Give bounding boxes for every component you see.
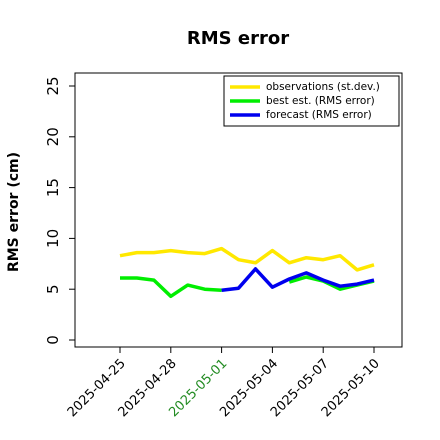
series-lines [119,246,375,299]
legend-label: observations (st.dev.) [266,81,380,93]
y-tick-label: 0 [44,335,62,345]
series-line-0 [119,246,375,272]
legend-label: best est. (RMS error) [266,95,375,107]
y-axis-label: RMS error (cm) [6,152,22,272]
chart-title: RMS error [187,28,289,49]
plot-frame [74,72,403,348]
y-axis-ticks: 0 5 10 15 20 25 [44,76,75,345]
y-tick-label: 25 [44,76,62,95]
legend-label: forecast (RMS error) [266,109,372,121]
x-axis-ticks: 2025-04-252025-04-282025-05-012025-05-04… [65,347,383,420]
series-line-2 [221,267,375,292]
y-tick-label: 15 [44,178,62,197]
legend: observations (st.dev.) best est. (RMS err… [223,75,400,127]
y-tick-label: 10 [44,229,62,248]
y-tick-label: 5 [44,284,62,294]
legend-entries: observations (st.dev.) best est. (RMS err… [230,81,380,121]
y-tick-label: 20 [44,127,62,146]
series-line-1 [120,276,222,299]
